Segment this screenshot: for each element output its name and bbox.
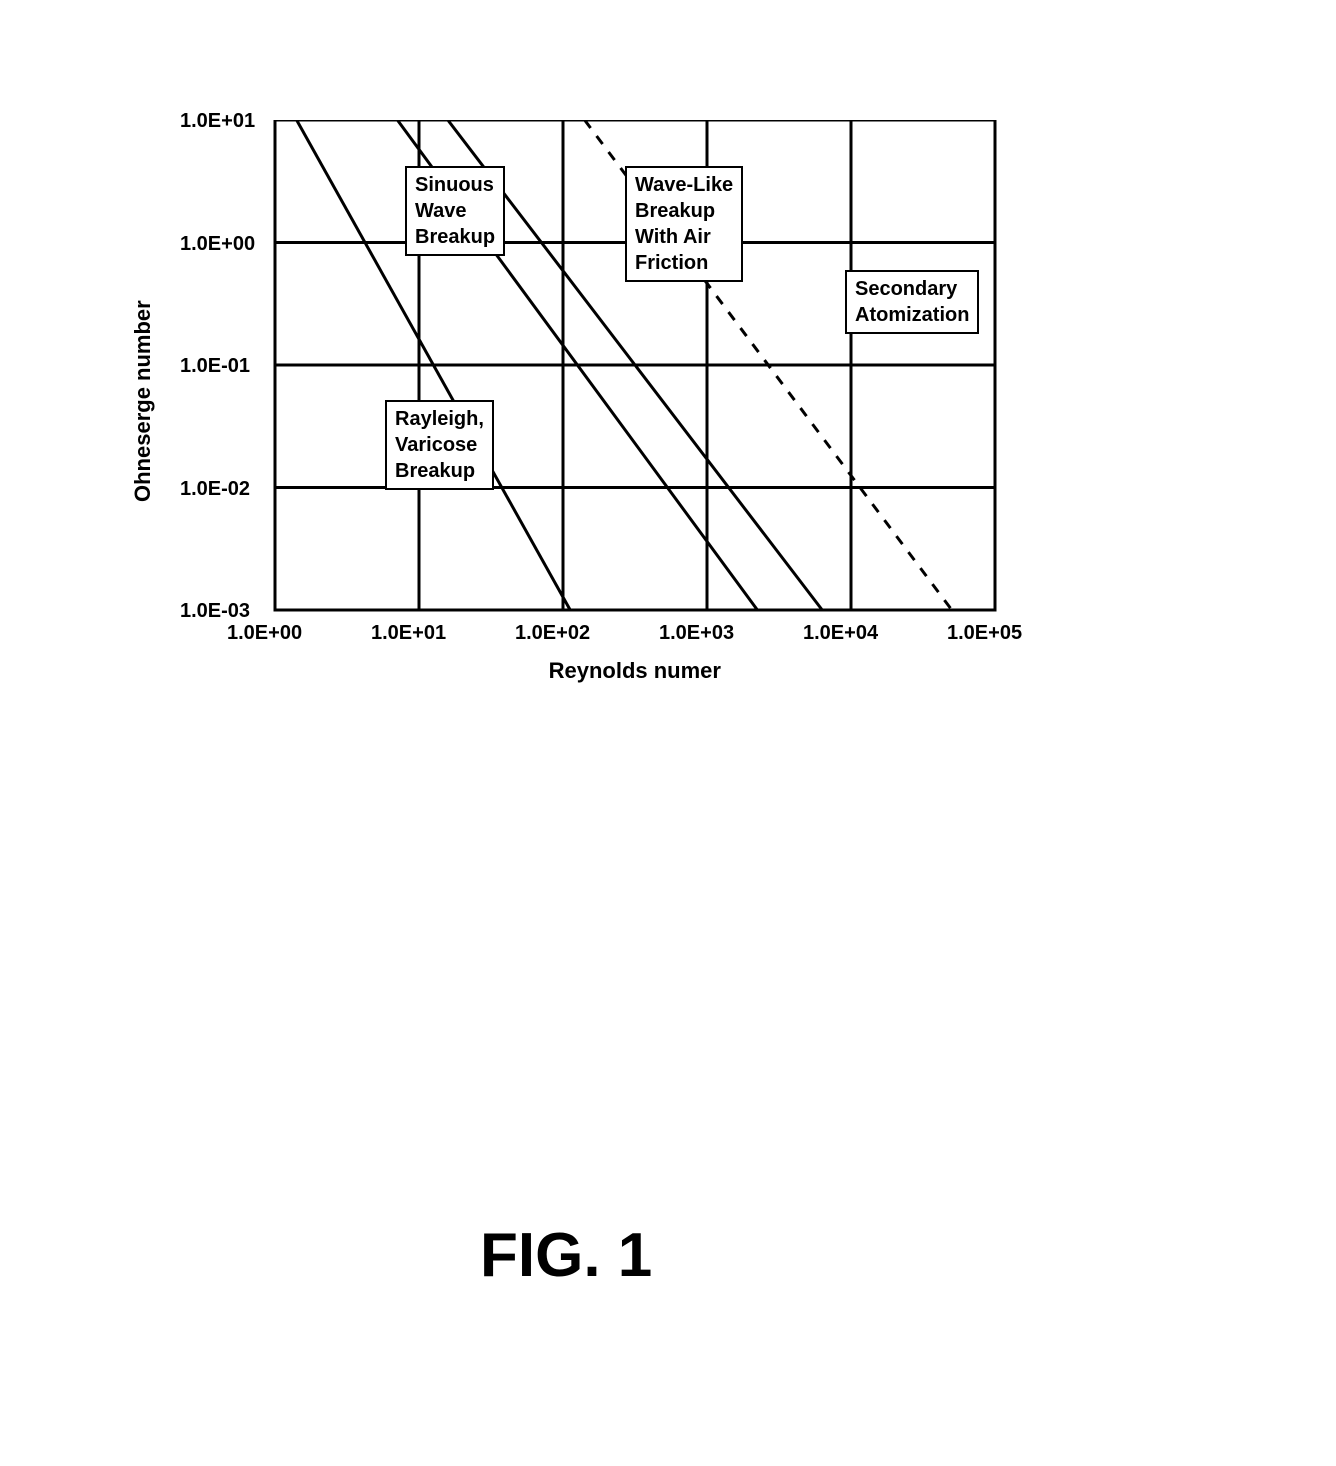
figure-caption: FIG. 1 <box>480 1220 652 1291</box>
y-tick: 1.0E+01 <box>180 110 263 133</box>
x-tick: 1.0E+00 <box>227 622 302 645</box>
y-tick: 1.0E-03 <box>180 600 263 623</box>
x-tick: 1.0E+02 <box>515 622 590 645</box>
y-tick: 1.0E-01 <box>180 355 263 378</box>
plot-svg <box>100 120 1035 650</box>
x-tick: 1.0E+04 <box>803 622 878 645</box>
y-tick: 1.0E-02 <box>180 478 263 501</box>
y-axis-label: Ohneserge number <box>130 300 156 502</box>
chart-container: Ohneserge number Reynolds numer 1.0E-031… <box>100 120 1000 740</box>
region-label: Wave-Like Breakup With Air Friction <box>625 166 743 282</box>
region-label: Sinuous Wave Breakup <box>405 166 505 256</box>
region-label: Secondary Atomization <box>845 270 979 334</box>
y-tick: 1.0E+00 <box>180 233 263 256</box>
x-tick: 1.0E+05 <box>947 622 1022 645</box>
x-tick: 1.0E+03 <box>659 622 734 645</box>
region-label: Rayleigh, Varicose Breakup <box>385 400 494 490</box>
x-tick: 1.0E+01 <box>371 622 446 645</box>
x-axis-label: Reynolds numer <box>549 658 721 684</box>
